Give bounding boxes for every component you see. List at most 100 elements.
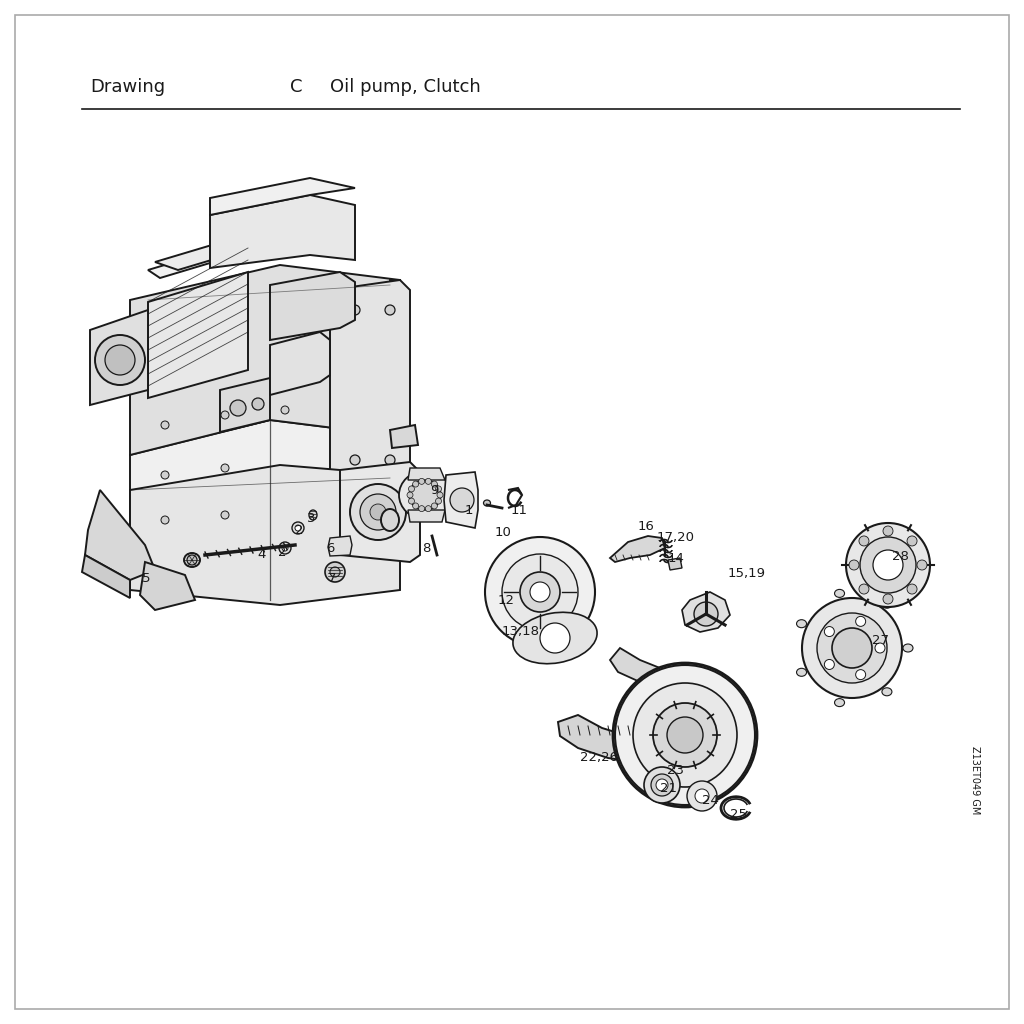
Polygon shape <box>148 240 260 278</box>
Text: 22,26: 22,26 <box>580 751 618 764</box>
Circle shape <box>431 481 437 487</box>
Ellipse shape <box>835 590 845 597</box>
Ellipse shape <box>381 509 399 531</box>
Circle shape <box>859 584 869 594</box>
Text: 9: 9 <box>430 483 438 497</box>
Polygon shape <box>130 420 390 600</box>
Ellipse shape <box>409 480 441 510</box>
Circle shape <box>613 663 757 807</box>
Text: Oil pump, Clutch: Oil pump, Clutch <box>330 78 480 96</box>
Circle shape <box>325 562 345 582</box>
Circle shape <box>450 488 474 512</box>
Circle shape <box>633 683 737 787</box>
Circle shape <box>350 455 360 465</box>
Circle shape <box>435 498 441 504</box>
Circle shape <box>859 536 869 546</box>
Circle shape <box>385 455 395 465</box>
Text: 2: 2 <box>278 546 287 558</box>
Polygon shape <box>82 555 130 598</box>
Text: 7: 7 <box>328 571 337 585</box>
Circle shape <box>187 555 197 565</box>
Circle shape <box>370 504 386 520</box>
Circle shape <box>651 774 673 796</box>
Text: 3: 3 <box>307 512 315 524</box>
Polygon shape <box>270 332 330 395</box>
Ellipse shape <box>513 612 597 664</box>
Circle shape <box>409 486 415 492</box>
Circle shape <box>431 503 437 509</box>
Circle shape <box>419 506 425 512</box>
Circle shape <box>485 537 595 647</box>
Circle shape <box>95 335 145 385</box>
Circle shape <box>221 464 229 472</box>
Text: 16: 16 <box>638 520 655 534</box>
Ellipse shape <box>399 471 451 519</box>
Circle shape <box>883 594 893 604</box>
Polygon shape <box>390 280 400 435</box>
Circle shape <box>802 598 902 698</box>
Polygon shape <box>130 265 400 455</box>
Circle shape <box>292 522 304 534</box>
Circle shape <box>846 523 930 607</box>
Circle shape <box>817 613 887 683</box>
Circle shape <box>653 703 717 767</box>
Circle shape <box>350 484 406 540</box>
Circle shape <box>221 411 229 419</box>
Text: 28: 28 <box>892 551 909 563</box>
Text: Drawing: Drawing <box>90 78 165 96</box>
Circle shape <box>530 582 550 602</box>
Ellipse shape <box>835 698 845 707</box>
Text: 17,20: 17,20 <box>657 531 695 545</box>
Polygon shape <box>270 272 355 340</box>
Circle shape <box>350 305 360 315</box>
Circle shape <box>295 525 301 531</box>
Polygon shape <box>130 465 400 605</box>
Polygon shape <box>140 562 195 610</box>
Polygon shape <box>328 536 352 556</box>
Circle shape <box>656 779 668 791</box>
Circle shape <box>907 536 918 546</box>
Text: 23: 23 <box>667 764 684 776</box>
Ellipse shape <box>882 688 892 695</box>
Circle shape <box>502 554 578 630</box>
Polygon shape <box>210 195 355 268</box>
Polygon shape <box>390 425 418 449</box>
Polygon shape <box>85 490 155 580</box>
Text: 8: 8 <box>422 542 430 555</box>
Polygon shape <box>330 280 410 495</box>
Polygon shape <box>148 272 248 398</box>
Text: Z13ET049 GM: Z13ET049 GM <box>970 745 980 814</box>
Circle shape <box>860 537 916 593</box>
Text: 27: 27 <box>872 634 889 646</box>
Text: 15,19: 15,19 <box>728 567 766 581</box>
Text: 5: 5 <box>142 571 151 585</box>
Text: 13,18: 13,18 <box>502 626 540 639</box>
Ellipse shape <box>483 500 490 506</box>
Circle shape <box>437 492 443 498</box>
Circle shape <box>221 511 229 519</box>
Circle shape <box>695 790 709 803</box>
Text: 11: 11 <box>511 504 528 516</box>
Text: C: C <box>290 78 302 96</box>
Text: 14: 14 <box>668 552 685 564</box>
Circle shape <box>161 516 169 524</box>
Circle shape <box>425 506 431 512</box>
Circle shape <box>856 616 865 627</box>
Circle shape <box>694 602 718 626</box>
Circle shape <box>281 406 289 414</box>
Ellipse shape <box>797 669 807 676</box>
Circle shape <box>279 542 291 554</box>
Circle shape <box>873 550 903 580</box>
Circle shape <box>907 584 918 594</box>
Circle shape <box>252 398 264 410</box>
Ellipse shape <box>882 600 892 608</box>
Polygon shape <box>220 378 270 432</box>
Circle shape <box>413 503 419 509</box>
Text: 24: 24 <box>702 794 719 807</box>
Polygon shape <box>558 715 640 762</box>
Text: 21: 21 <box>660 782 677 796</box>
Circle shape <box>615 665 755 805</box>
Polygon shape <box>682 592 730 632</box>
Polygon shape <box>155 230 285 270</box>
Circle shape <box>883 526 893 536</box>
